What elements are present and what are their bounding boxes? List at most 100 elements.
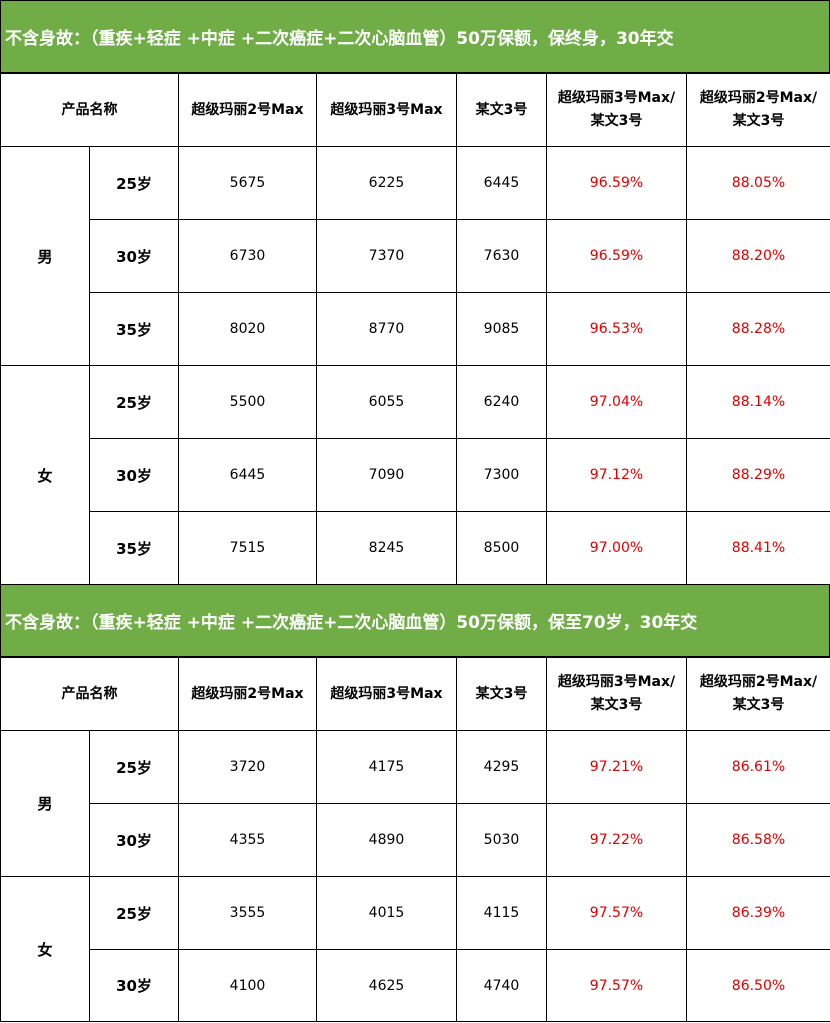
- premium-cell: 4100: [178, 949, 317, 1022]
- ratio-cell: 88.41%: [686, 511, 830, 585]
- table-row: 30岁 4100 4625 4740 97.57% 86.50%: [1, 949, 830, 1022]
- age-cell: 25岁: [89, 730, 179, 804]
- ratio-cell: 97.57%: [546, 876, 687, 950]
- table-row: 女 25岁 5500 6055 6240 97.04% 88.14%: [0, 365, 830, 585]
- premium-cell: 4295: [456, 730, 547, 804]
- premium-table: 产品名称 超级玛丽2号Max 超级玛丽3号Max 某文3号 超级玛丽3号Max/…: [0, 73, 830, 585]
- premium-cell: 4115: [456, 876, 547, 950]
- age-cell: 30岁: [89, 803, 179, 877]
- premium-table: 产品名称 超级玛丽2号Max 超级玛丽3号Max 某文3号 超级玛丽3号Max/…: [0, 657, 830, 1022]
- ratio-cell: 97.57%: [546, 949, 687, 1022]
- ratio-cell: 97.12%: [546, 438, 687, 512]
- premium-cell: 4740: [456, 949, 547, 1022]
- col-header-ratio-3max-vs-mouwen3: 超级玛丽3号Max/某文3号: [546, 73, 687, 147]
- premium-cell: 4015: [316, 876, 457, 950]
- premium-cell: 6730: [178, 219, 317, 293]
- section-title-banner: 不含身故：（重疾+轻症 +中症 +二次癌症+二次心脑血管）50万保额，保至70岁…: [0, 584, 830, 657]
- table-row: 男 25岁 5675 6225 6445 96.59% 88.05%: [0, 146, 830, 366]
- col-header-ratio-2max-vs-mouwen3: 超级玛丽2号Max/某文3号: [686, 657, 830, 731]
- header-line: 超级玛丽2号Max/: [699, 90, 818, 106]
- col-header-ratio-3max-vs-mouwen3: 超级玛丽3号Max/某文3号: [546, 657, 687, 731]
- age-cell: 35岁: [89, 511, 179, 585]
- col-header-mouwen3: 某文3号: [456, 657, 547, 731]
- product-name-header: 产品名称: [0, 73, 179, 147]
- product-name-header: 产品名称: [0, 657, 179, 731]
- premium-cell: 6055: [316, 365, 457, 439]
- age-cell: 25岁: [89, 365, 179, 439]
- header-row: 产品名称 超级玛丽2号Max 超级玛丽3号Max 某文3号 超级玛丽3号Max/…: [0, 73, 830, 147]
- header-line: 某文3号: [590, 113, 643, 129]
- ratio-cell: 96.53%: [546, 292, 687, 366]
- age-cell: 30岁: [89, 949, 179, 1022]
- age-cell: 30岁: [89, 438, 179, 512]
- premium-cell: 7515: [178, 511, 317, 585]
- premium-cell: 8245: [316, 511, 457, 585]
- premium-cell: 8500: [456, 511, 547, 585]
- table-row: 男 25岁 3720 4175 4295 97.21% 86.61%: [0, 730, 830, 877]
- premium-cell: 6240: [456, 365, 547, 439]
- premium-cell: 7630: [456, 219, 547, 293]
- ratio-cell: 88.29%: [686, 438, 830, 512]
- ratio-cell: 97.04%: [546, 365, 687, 439]
- ratio-cell: 97.21%: [546, 730, 687, 804]
- ratio-cell: 86.50%: [686, 949, 830, 1022]
- age-cell: 35岁: [89, 292, 179, 366]
- header-row: 产品名称 超级玛丽2号Max 超级玛丽3号Max 某文3号 超级玛丽3号Max/…: [0, 657, 830, 731]
- table-row: 女 25岁 3555 4015 4115 97.57% 86.39%: [0, 876, 830, 1022]
- table-row: 30岁 6730 7370 7630 96.59% 88.20%: [1, 219, 830, 293]
- age-cell: 30岁: [89, 219, 179, 293]
- premium-section-to-age-70: 不含身故：（重疾+轻症 +中症 +二次癌症+二次心脑血管）50万保额，保至70岁…: [0, 584, 830, 1022]
- header-line: 超级玛丽2号Max/: [699, 674, 818, 690]
- premium-cell: 7370: [316, 219, 457, 293]
- premium-cell: 5675: [178, 146, 317, 220]
- premium-cell: 3720: [178, 730, 317, 804]
- premium-cell: 8020: [178, 292, 317, 366]
- ratio-cell: 96.59%: [546, 146, 687, 220]
- premium-section-lifetime: 不含身故：（重疾+轻症 +中症 +二次癌症+二次心脑血管）50万保额，保终身，3…: [0, 0, 830, 585]
- col-header-smary2max: 超级玛丽2号Max: [178, 73, 317, 147]
- table-row: 35岁 7515 8245 8500 97.00% 88.41%: [1, 511, 830, 585]
- col-header-ratio-2max-vs-mouwen3: 超级玛丽2号Max/某文3号: [686, 73, 830, 147]
- table-row: 30岁 6445 7090 7300 97.12% 88.29%: [1, 438, 830, 512]
- premium-cell: 7300: [456, 438, 547, 512]
- ratio-cell: 88.20%: [686, 219, 830, 293]
- premium-cell: 6445: [456, 146, 547, 220]
- ratio-cell: 97.00%: [546, 511, 687, 585]
- premium-cell: 6225: [316, 146, 457, 220]
- gender-cell-male: 男: [0, 730, 90, 877]
- premium-cell: 3555: [178, 876, 317, 950]
- table-row: 30岁 4355 4890 5030 97.22% 86.58%: [1, 803, 830, 877]
- ratio-cell: 86.39%: [686, 876, 830, 950]
- age-cell: 25岁: [89, 146, 179, 220]
- premium-cell: 4355: [178, 803, 317, 877]
- col-header-smary3max: 超级玛丽3号Max: [316, 73, 457, 147]
- table-row: 35岁 8020 8770 9085 96.53% 88.28%: [1, 292, 830, 366]
- premium-cell: 8770: [316, 292, 457, 366]
- ratio-cell: 97.22%: [546, 803, 687, 877]
- gender-cell-female: 女: [0, 365, 90, 585]
- premium-cell: 5500: [178, 365, 317, 439]
- premium-cell: 6445: [178, 438, 317, 512]
- gender-cell-female: 女: [0, 876, 90, 1022]
- header-line: 某文3号: [732, 697, 785, 713]
- ratio-cell: 88.28%: [686, 292, 830, 366]
- age-cell: 25岁: [89, 876, 179, 950]
- header-line: 超级玛丽3号Max/: [557, 674, 676, 690]
- premium-cell: 5030: [456, 803, 547, 877]
- ratio-cell: 88.14%: [686, 365, 830, 439]
- ratio-cell: 88.05%: [686, 146, 830, 220]
- ratio-cell: 96.59%: [546, 219, 687, 293]
- premium-cell: 4625: [316, 949, 457, 1022]
- header-line: 某文3号: [732, 113, 785, 129]
- col-header-smary3max: 超级玛丽3号Max: [316, 657, 457, 731]
- premium-cell: 9085: [456, 292, 547, 366]
- gender-cell-male: 男: [0, 146, 90, 366]
- premium-cell: 4175: [316, 730, 457, 804]
- col-header-mouwen3: 某文3号: [456, 73, 547, 147]
- premium-cell: 4890: [316, 803, 457, 877]
- premium-cell: 7090: [316, 438, 457, 512]
- header-line: 某文3号: [590, 697, 643, 713]
- ratio-cell: 86.58%: [686, 803, 830, 877]
- ratio-cell: 86.61%: [686, 730, 830, 804]
- section-title-banner: 不含身故：（重疾+轻症 +中症 +二次癌症+二次心脑血管）50万保额，保终身，3…: [0, 0, 830, 73]
